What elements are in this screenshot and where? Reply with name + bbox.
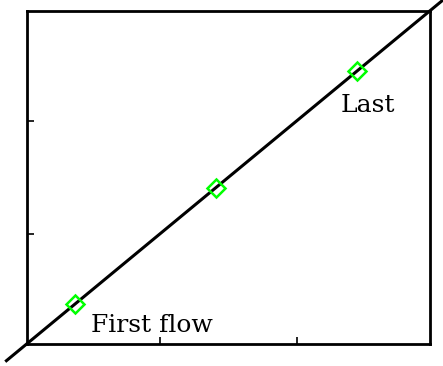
Text: First flow: First flow [91, 314, 213, 337]
Text: Last: Last [341, 94, 396, 117]
